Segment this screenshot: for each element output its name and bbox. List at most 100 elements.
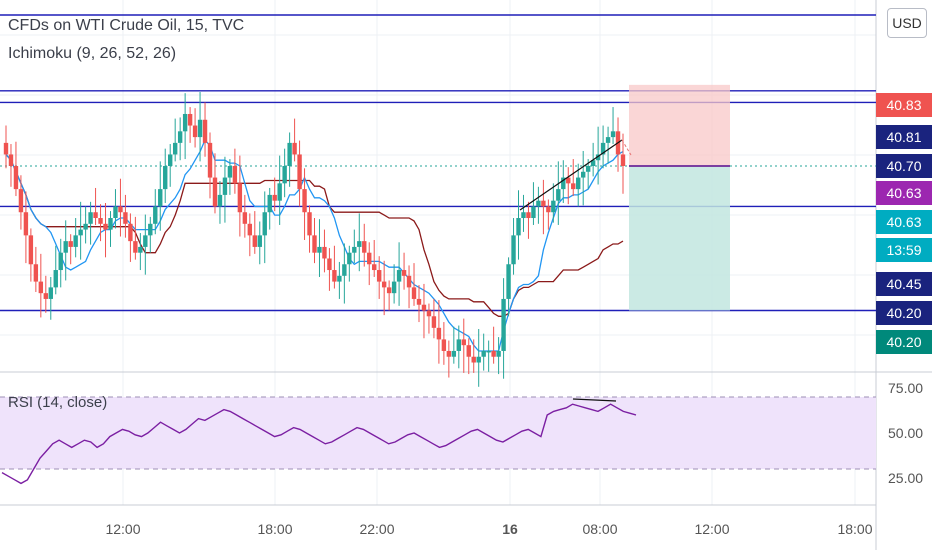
x-tick-label: 08:00 [582,521,617,537]
candle-body [426,310,432,317]
candle-body [441,339,447,351]
candle-body [128,223,133,242]
candle-body [163,166,168,190]
candle-body [53,270,58,288]
candle-body [18,189,24,213]
x-tick-label: 12:00 [105,521,140,537]
candle-body [481,350,486,357]
candle-body [118,206,123,213]
x-tick-label: 22:00 [359,521,394,537]
candle-body [421,304,427,311]
candle-body [287,142,292,166]
stop-zone [629,84,730,166]
candle-body [521,212,526,219]
candle-body [610,131,616,138]
candle-body [561,177,566,190]
candle-body [168,154,173,166]
candle-body [551,200,556,213]
candle-body [143,235,148,247]
price-tag: 40.20 [876,330,932,354]
candle-body [531,206,536,219]
candle-body [451,350,457,357]
candle-body [386,287,392,294]
candle-body [461,339,466,346]
candle-body [98,218,103,224]
candle-body [148,223,153,236]
candle-body [416,298,422,305]
candle-body [63,241,68,253]
candle-body [367,252,372,265]
y-tick-label: 41.00 [888,0,923,1]
candle-body [501,298,506,351]
conversion-line [5,138,624,352]
trend-lines[interactable] [519,139,632,211]
candle-body [516,218,521,236]
short-position-tool[interactable] [629,84,730,311]
candle-body [83,223,88,230]
candle-body [541,200,546,207]
x-tick-label: 12:00 [694,521,729,537]
candle-body [566,177,571,184]
price-tag: 40.45 [876,272,932,296]
candle-body [242,212,248,224]
currency-button[interactable]: USD [887,8,927,38]
price-tag: 40.83 [876,93,932,117]
candle-body [526,212,531,219]
candle-body [8,154,14,166]
candle-body [317,246,322,253]
candle-body [411,287,417,299]
candle-body [227,166,233,178]
candle-body [272,194,277,201]
candle-body [267,194,272,213]
candle-body [297,154,302,190]
ichimoku-legend: Ichimoku (9, 26, 52, 26) [8,45,177,62]
candle-body [391,281,397,294]
rsi-pane [0,396,876,485]
candle-body [262,212,267,236]
wedge-upper-line [519,139,623,211]
candle-body [28,235,34,265]
candle-body [307,212,312,236]
candles [3,92,626,387]
projection-line [621,139,632,156]
candle-body [38,281,44,294]
candle-body [217,194,223,207]
candle-body [556,189,561,201]
candle-body [536,200,541,207]
candle-body [511,235,516,265]
candle-body [232,166,238,184]
candle-body [48,287,53,299]
candle-body [187,113,193,126]
candle-body [158,189,163,207]
candle-body [123,212,128,224]
candle-body [202,119,208,143]
rsi-y-tick-label: 50.00 [888,425,923,441]
rsi-y-tick-label: 75.00 [888,380,923,396]
candle-body [247,223,253,236]
candle-body [113,206,118,219]
axes: 12:00 18:00 22:00 16 08:00 12:00 18:00 41.00 75.… [105,0,923,537]
candle-body [222,177,228,195]
x-tick-label: 18:00 [837,521,872,537]
candle-body [600,142,606,155]
candle-body [476,356,481,363]
price-tag: 40.20 [876,301,932,325]
candle-body [13,166,19,190]
candle-body [436,327,442,340]
candle-body [401,270,407,276]
candle-body [372,264,377,271]
candle-body [207,142,213,178]
target-zone [629,166,730,311]
candle-body [605,137,611,143]
candle-body [456,339,461,351]
candle-body [3,142,9,155]
candle-body [580,171,586,178]
candle-body [43,293,49,299]
candle-body [352,246,357,253]
candle-body [172,142,178,155]
candle-body [93,212,98,219]
candle-body [312,235,317,253]
candle-body [177,131,183,143]
candle-body [381,281,387,288]
